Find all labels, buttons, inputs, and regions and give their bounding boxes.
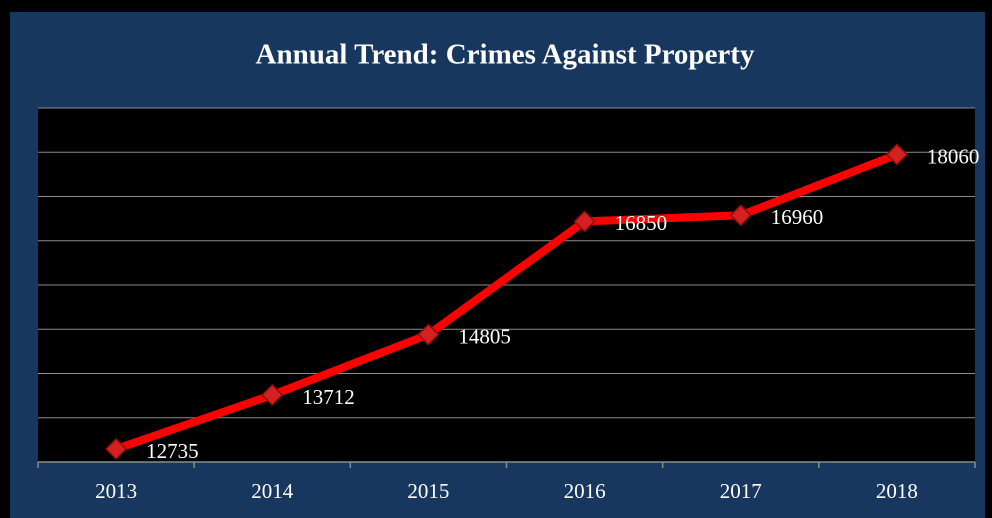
marker bbox=[885, 143, 908, 166]
x-tick-label: 2017 bbox=[720, 479, 762, 503]
marker bbox=[729, 204, 752, 227]
marker bbox=[105, 437, 128, 461]
x-tick-label: 2013 bbox=[95, 479, 137, 503]
data-label: 14805 bbox=[458, 324, 511, 348]
data-label: 16960 bbox=[771, 205, 824, 229]
data-label: 12735 bbox=[146, 439, 199, 463]
x-tick-label: 2018 bbox=[876, 479, 918, 503]
marker bbox=[261, 383, 284, 407]
data-label: 13712 bbox=[302, 385, 355, 409]
marker bbox=[417, 323, 440, 346]
data-label: 18060 bbox=[927, 144, 980, 168]
data-label: 16850 bbox=[615, 211, 668, 235]
line bbox=[114, 150, 899, 453]
chart-title: Annual Trend: Crimes Against Property bbox=[256, 39, 755, 71]
x-tick-label: 2016 bbox=[564, 479, 606, 503]
x-tick-label: 2015 bbox=[407, 479, 449, 503]
x-tick-label: 2014 bbox=[251, 479, 294, 503]
marker bbox=[573, 210, 596, 233]
